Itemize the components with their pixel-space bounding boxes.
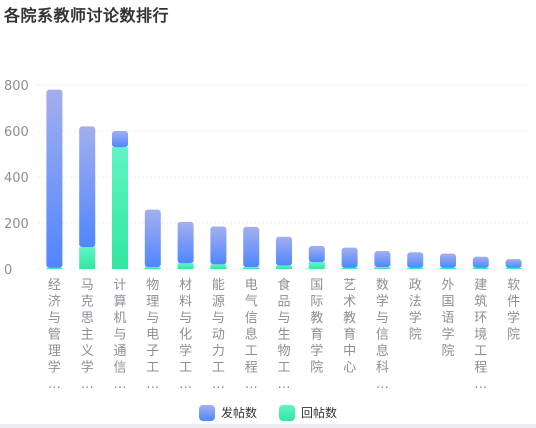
bar-post-3[interactable] — [144, 209, 161, 268]
bar-post-12[interactable] — [440, 253, 456, 268]
bar-post-2[interactable] — [112, 131, 128, 148]
bar-post-7[interactable] — [276, 236, 292, 266]
x-tick-label-5: 能源与动力工… — [212, 278, 225, 392]
legend-swatch-posts — [198, 404, 215, 421]
x-tick-label-14: 软件学院 — [507, 278, 520, 343]
bar-reply-4[interactable] — [177, 263, 194, 269]
x-tick-label-8: 国际教育学院 — [310, 278, 323, 376]
bar-reply-14[interactable] — [505, 267, 522, 269]
y-tick-label: 800 — [4, 79, 29, 94]
scroll-track — [0, 424, 536, 428]
bar-reply-6[interactable] — [243, 267, 260, 269]
bar-reply-13[interactable] — [472, 267, 489, 269]
legend-label-posts: 发帖数 — [220, 406, 257, 420]
bar-reply-1[interactable] — [79, 247, 96, 269]
bar-reply-0[interactable] — [46, 267, 63, 269]
bar-reply-2[interactable] — [112, 147, 128, 269]
bar-post-11[interactable] — [407, 252, 424, 268]
x-tick-label-4: 材料与化学工… — [179, 278, 192, 392]
bar-post-6[interactable] — [243, 226, 260, 268]
bar-post-4[interactable] — [177, 221, 194, 264]
x-tick-label-13: 建筑环境工程… — [474, 278, 487, 392]
x-tick-label-11: 政法学院 — [409, 278, 422, 343]
legend-item-posts[interactable]: 发帖数 — [198, 404, 257, 421]
chart-title: 各院系教师讨论数排行 — [4, 6, 170, 25]
y-tick-label: 600 — [4, 125, 29, 140]
x-tick-label-1: 马克思主义学… — [81, 278, 94, 392]
legend-item-replies[interactable]: 回帖数 — [279, 404, 337, 421]
bar-reply-10[interactable] — [374, 267, 391, 269]
x-tick-label-12: 外国语学院 — [441, 278, 454, 359]
bar-post-1[interactable] — [79, 126, 96, 248]
bar-post-5[interactable] — [210, 226, 227, 265]
bar-reply-7[interactable] — [276, 265, 292, 269]
bar-reply-5[interactable] — [210, 264, 227, 269]
legend: 发帖数 回帖数 — [0, 404, 536, 421]
x-tick-label-2: 计算机与通信… — [113, 278, 126, 392]
bar-post-9[interactable] — [341, 247, 358, 268]
bar-post-0[interactable] — [46, 89, 63, 268]
legend-swatch-replies — [279, 404, 295, 421]
bar-post-10[interactable] — [374, 251, 391, 268]
bar-reply-9[interactable] — [341, 267, 358, 269]
legend-label-replies: 回帖数 — [301, 406, 338, 420]
x-tick-label-7: 食品与生物工… — [277, 277, 290, 392]
bar-post-13[interactable] — [472, 256, 489, 268]
bar-post-14[interactable] — [505, 259, 522, 268]
x-tick-label-0: 经济与管理学… — [48, 278, 61, 392]
x-tick-label-3: 物理与电子工… — [146, 278, 159, 392]
y-tick-label: 200 — [4, 217, 29, 232]
bar-reply-8[interactable] — [308, 262, 325, 269]
bar-post-8[interactable] — [308, 246, 325, 263]
bar-reply-11[interactable] — [407, 267, 424, 269]
bar-reply-3[interactable] — [144, 267, 161, 269]
y-tick-label: 0 — [4, 263, 12, 278]
x-tick-label-10: 数学与信息科… — [376, 278, 389, 392]
x-tick-label-9: 艺术教育中心 — [343, 278, 356, 376]
y-tick-label: 400 — [4, 171, 29, 186]
x-tick-label-6: 电气信息工程… — [245, 278, 258, 392]
bar-reply-12[interactable] — [440, 267, 456, 269]
